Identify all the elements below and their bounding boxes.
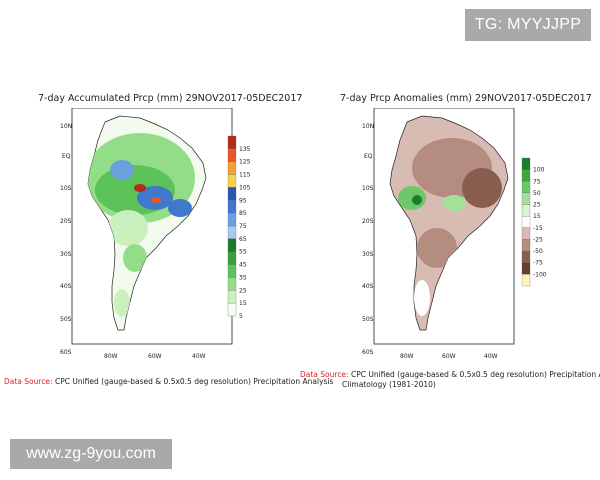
colorbar-label: 105 — [239, 184, 251, 191]
watermark-top: TG: MYYJJPP — [465, 9, 591, 41]
colorbar-swatch — [227, 251, 237, 265]
data-source-label: Data Source: — [4, 377, 53, 386]
colorbar-swatch — [227, 161, 237, 175]
colorbar-label: 15 — [239, 300, 247, 307]
lat-tick: 10S — [60, 185, 72, 192]
right-climatology-note: Climatology (1981-2010) — [342, 380, 436, 389]
lat-tick: 30S — [362, 251, 374, 258]
colorbar-label: -25 — [533, 236, 543, 243]
colorbar-label: 25 — [533, 202, 541, 209]
precip-fill — [88, 133, 198, 317]
colorbar-swatch — [521, 262, 531, 275]
right-anomaly-map: 10N EQ 10S 20S 30S 40S 50S 60S 80W 60W 4… — [362, 108, 547, 360]
colorbar-swatch — [227, 187, 237, 201]
colorbar-label: 35 — [239, 274, 247, 281]
left-precip-map: 10N EQ 10S 20S 30S 40S 50S 60S 80W 60W 4… — [60, 108, 251, 360]
lon-tick: 40W — [192, 353, 206, 360]
colorbar-swatch — [521, 181, 531, 194]
right-map-title: 7-day Prcp Anomalies (mm) 29NOV2017-05DE… — [340, 93, 592, 104]
anomaly-fill — [398, 138, 502, 316]
colorbar-swatch — [521, 239, 531, 252]
colorbar-swatch — [521, 250, 531, 263]
colorbar-swatch — [227, 200, 237, 214]
colorbar-label: 45 — [239, 262, 247, 269]
colorbar-label: 85 — [239, 210, 247, 217]
data-source-label: Data Source: — [300, 370, 349, 379]
colorbar-label: 25 — [239, 287, 247, 294]
colorbar-swatch — [227, 212, 237, 227]
colorbar-label: 55 — [239, 249, 247, 256]
colorbar-label: -75 — [533, 260, 543, 267]
colorbar-label: 65 — [239, 236, 247, 243]
lat-tick: 10S — [362, 185, 374, 192]
colorbar-label: 75 — [533, 178, 541, 185]
lat-tick: EQ — [62, 153, 71, 160]
lat-tick: 60S — [362, 349, 374, 356]
colorbar-swatch — [227, 225, 237, 240]
colorbar-swatch — [521, 157, 531, 170]
lat-tick: 50S — [60, 316, 72, 323]
lat-tick: 20S — [60, 218, 72, 225]
lat-tick: EQ — [364, 153, 373, 160]
data-source-text: CPC Unified (gauge-based & 0.5x0.5 deg r… — [350, 370, 600, 379]
colorbar-label: 115 — [239, 172, 251, 179]
left-data-source: Data Source: CPC Unified (gauge-based & … — [4, 377, 333, 386]
colorbar-swatch — [227, 135, 237, 150]
lat-tick: 10N — [60, 123, 72, 130]
lon-tick: 60W — [442, 353, 456, 360]
colorbar-swatch — [521, 169, 531, 182]
left-colorbar: 135 125 115 105 95 85 75 65 55 45 35 25 15 5 — [227, 135, 251, 320]
colorbar-swatch — [521, 204, 531, 217]
colorbar-swatch — [521, 227, 531, 240]
colorbar-label: -100 — [533, 271, 547, 278]
left-map-title: 7-day Accumulated Prcp (mm) 29NOV2017-05… — [38, 93, 303, 104]
lat-tick: 10N — [362, 123, 374, 130]
colorbar-swatch — [521, 274, 531, 287]
colorbar-label: 95 — [239, 197, 247, 204]
lon-tick: 80W — [400, 353, 414, 360]
colorbar-swatch — [227, 302, 237, 317]
lat-tick: 40S — [362, 283, 374, 290]
colorbar-label: 100 — [533, 167, 545, 174]
colorbar-swatch — [227, 174, 237, 188]
colorbar-label: 135 — [239, 146, 251, 153]
colorbar-swatch — [227, 277, 237, 291]
colorbar-swatch — [227, 148, 237, 162]
lon-tick: 80W — [104, 353, 118, 360]
lat-tick: 30S — [60, 251, 72, 258]
colorbar-swatch — [227, 264, 237, 278]
colorbar-label: 125 — [239, 159, 251, 166]
colorbar-swatch — [521, 216, 531, 228]
colorbar-label: -50 — [533, 248, 543, 255]
data-source-text: CPC Unified (gauge-based & 0.5x0.5 deg r… — [54, 377, 334, 386]
colorbar-swatch — [521, 192, 531, 205]
colorbar-label: 15 — [533, 213, 541, 220]
right-data-source: Data Source: CPC Unified (gauge-based & … — [300, 370, 600, 379]
colorbar-label: 50 — [533, 190, 541, 197]
lat-tick: 20S — [362, 218, 374, 225]
lon-tick: 40W — [484, 353, 498, 360]
colorbar-swatch — [227, 238, 237, 252]
lat-tick: 50S — [362, 316, 374, 323]
right-colorbar: 100 75 50 25 15 -15 -25 -50 -75 -100 — [521, 157, 547, 287]
watermark-bottom: www.zg-9you.com — [10, 439, 172, 469]
colorbar-label: 5 — [239, 313, 243, 320]
colorbar-label: 75 — [239, 223, 247, 230]
lat-tick: 40S — [60, 283, 72, 290]
lat-tick: 60S — [60, 349, 72, 356]
colorbar-swatch — [227, 290, 237, 304]
colorbar-label: -15 — [533, 225, 543, 232]
lon-tick: 60W — [148, 353, 162, 360]
